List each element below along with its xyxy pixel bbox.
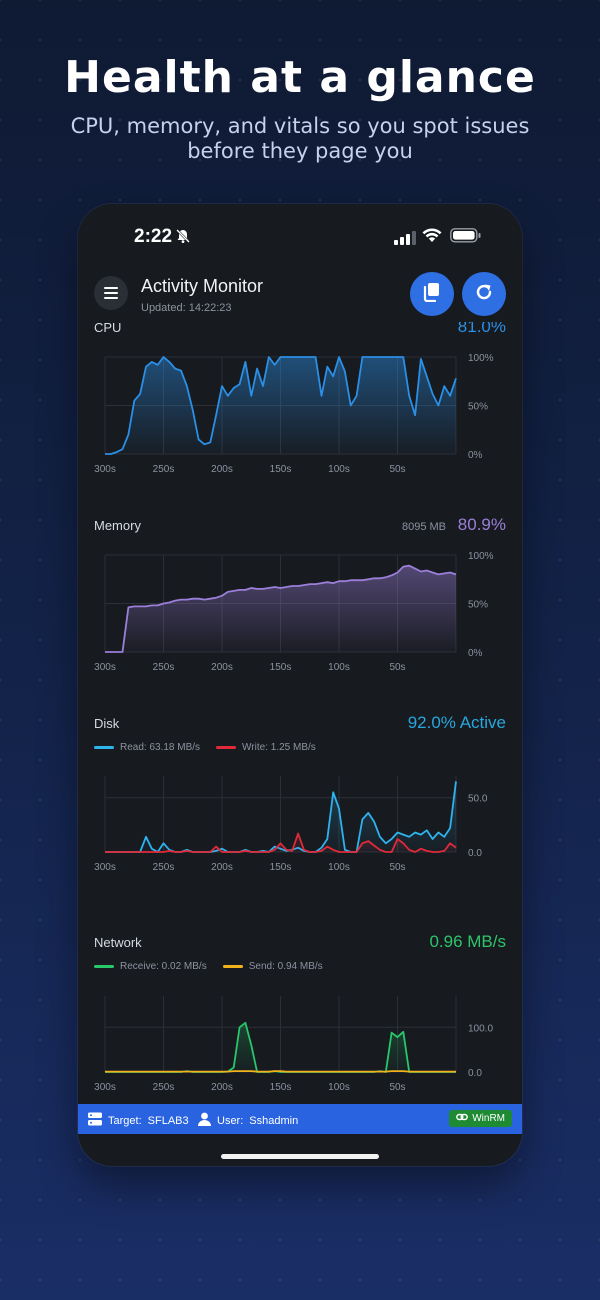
y-tick-label: 0% — [468, 450, 483, 461]
legend-write: Write: 1.25 MB/s — [216, 742, 316, 753]
server-icon — [88, 1112, 102, 1129]
x-tick-label: 100s — [328, 1082, 350, 1093]
network-legend: Receive: 0.02 MB/s Send: 0.94 MB/s — [94, 961, 323, 972]
battery-icon — [450, 228, 482, 247]
x-tick-label: 150s — [270, 1082, 292, 1093]
disk-value: 92.0% Active — [407, 713, 506, 732]
metrics-scroll-area[interactable]: CPU 81.0% 100% 50% 0% 300s 250s 200s 150s 100s 5… — [78, 322, 522, 1104]
series-area-disk-0 — [105, 781, 456, 852]
series-line-memory-0 — [105, 564, 457, 653]
y-tick-label: 100.0 — [468, 1023, 493, 1034]
x-tick-label: 250s — [153, 662, 175, 673]
x-tick-label: 250s — [153, 862, 175, 873]
wifi-icon — [422, 227, 442, 247]
app-title: Activity Monitor — [141, 276, 264, 296]
status-bar: 2:22 — [78, 204, 522, 264]
home-indicator — [221, 1154, 379, 1159]
phone-frame: 2:22 Activity Monitor Updated: 14:22:23 — [78, 204, 522, 1166]
legend-read: Read: 63.18 MB/s — [94, 742, 200, 753]
x-tick-label: 100s — [328, 862, 350, 873]
network-value: 0.96 MB/s — [429, 932, 506, 951]
connection-footer: Target: SFLAB3 User: Sshadmin WinRM — [78, 1104, 522, 1134]
link-icon — [456, 1112, 469, 1125]
legend-receive: Receive: 0.02 MB/s — [94, 961, 207, 972]
user-info: User: Sshadmin — [198, 1112, 298, 1129]
x-tick-label: 200s — [211, 464, 233, 475]
y-tick-label: 50% — [468, 402, 488, 413]
signal-icon — [394, 230, 416, 249]
user-icon — [198, 1112, 211, 1129]
target-info: Target: SFLAB3 — [88, 1112, 189, 1129]
x-tick-label: 300s — [94, 464, 116, 475]
series-area-disk-1 — [105, 833, 456, 852]
x-tick-label: 100s — [328, 464, 350, 475]
cpu-chart: 100% 50% 0% 300s 250s 200s 150s 100s 50s — [94, 353, 494, 475]
x-tick-label: 200s — [211, 862, 233, 873]
target-label: Target: — [108, 1114, 142, 1127]
x-tick-label: 300s — [94, 862, 116, 873]
series-line-disk-1 — [105, 832, 457, 853]
disk-legend: Read: 63.18 MB/s Write: 1.25 MB/s — [94, 742, 316, 753]
x-tick-label: 50s — [389, 464, 405, 475]
promo-headline: Health at a glance — [64, 52, 536, 103]
y-tick-label: 0% — [468, 648, 483, 659]
refresh-button[interactable] — [462, 272, 506, 316]
memory-chart: 100% 50% 0% 300s 250s 200s 150s 100s 50s — [94, 551, 494, 673]
y-tick-label: 100% — [468, 551, 494, 562]
y-tick-label: 0.0 — [468, 848, 482, 859]
x-tick-label: 150s — [270, 862, 292, 873]
target-value: SFLAB3 — [147, 1114, 189, 1127]
status-time: 2:22 — [134, 226, 173, 247]
x-tick-label: 150s — [270, 662, 292, 673]
y-tick-label: 50.0 — [468, 794, 488, 805]
y-tick-label: 0.0 — [468, 1068, 482, 1079]
x-tick-label: 250s — [153, 1082, 175, 1093]
app-bar: Activity Monitor Updated: 14:22:23 — [78, 270, 522, 326]
y-tick-label: 100% — [468, 353, 494, 364]
series-area-memory-0 — [105, 565, 456, 652]
series-area-cpu-0 — [105, 357, 456, 454]
copy-button[interactable] — [410, 272, 454, 316]
cpu-value: 81.0% — [457, 322, 506, 336]
winrm-label: WinRM — [472, 1113, 505, 1124]
series-line-network-1 — [105, 1070, 456, 1073]
user-value: Sshadmin — [249, 1114, 299, 1127]
cpu-title: CPU — [94, 322, 122, 335]
menu-button[interactable] — [94, 276, 128, 310]
disk-chart: 50.0 0.0 300s 250s 200s 150s 100s 50s — [94, 776, 488, 873]
x-tick-label: 250s — [153, 464, 175, 475]
x-tick-label: 50s — [389, 1082, 405, 1093]
x-tick-label: 50s — [389, 662, 405, 673]
network-chart: 100.0 0.0 300s 250s 200s 150s 100s 50s — [94, 996, 493, 1093]
memory-mb: 8095 MB — [401, 521, 446, 533]
user-label: User: — [217, 1114, 244, 1127]
disk-title: Disk — [94, 716, 120, 731]
x-tick-label: 300s — [94, 662, 116, 673]
copy-icon — [423, 282, 441, 306]
x-tick-label: 200s — [211, 662, 233, 673]
x-tick-label: 50s — [389, 862, 405, 873]
x-tick-label: 200s — [211, 1082, 233, 1093]
network-title: Network — [94, 935, 142, 950]
legend-send: Send: 0.94 MB/s — [222, 961, 323, 972]
series-line-cpu-0 — [105, 356, 457, 455]
hamburger-icon — [104, 284, 118, 303]
memory-value: 80.9% — [457, 515, 506, 534]
x-tick-label: 300s — [94, 1082, 116, 1093]
y-tick-label: 50% — [468, 600, 488, 611]
x-tick-label: 150s — [270, 464, 292, 475]
promo-subline: CPU, memory, and vitals so you spot issu… — [70, 114, 530, 163]
refresh-icon — [474, 282, 494, 306]
memory-title: Memory — [94, 518, 141, 533]
bell-muted-icon — [175, 228, 191, 248]
updated-timestamp: Updated: 14:22:23 — [141, 302, 232, 314]
x-tick-label: 100s — [328, 662, 350, 673]
winrm-badge: WinRM — [449, 1110, 512, 1127]
